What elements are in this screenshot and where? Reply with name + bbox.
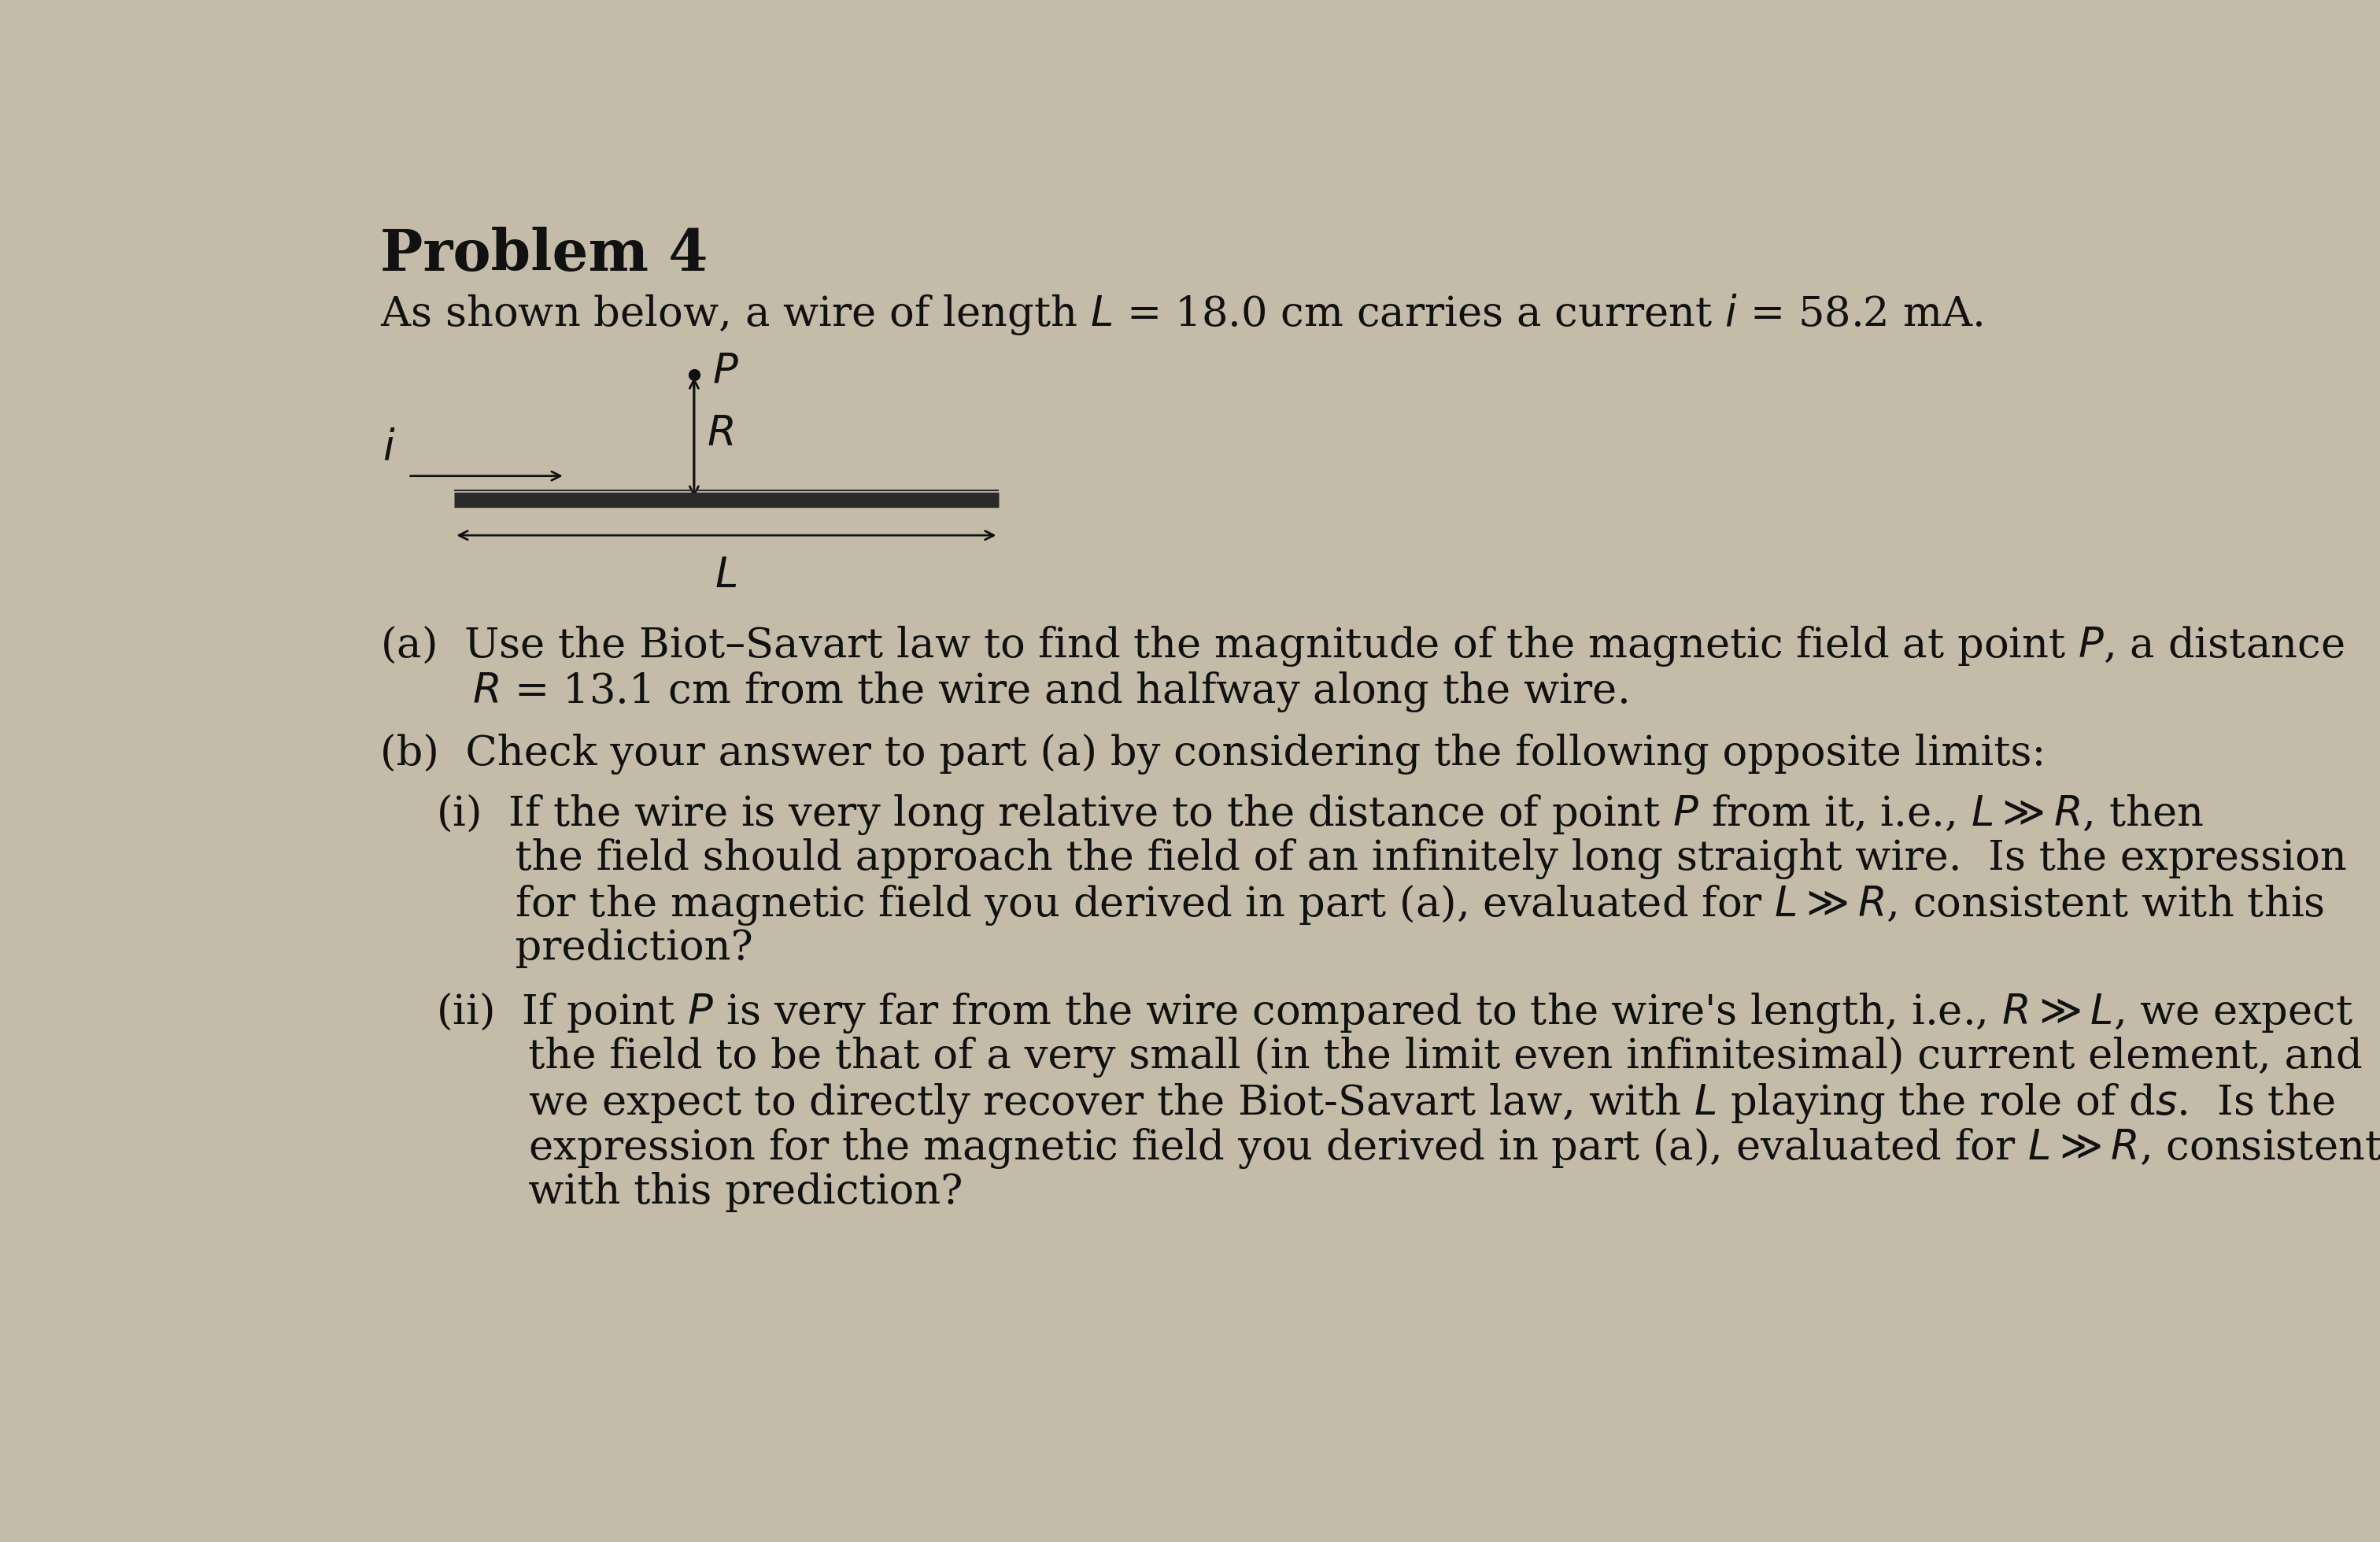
Text: $P$: $P$ [712, 353, 740, 393]
Text: with this prediction?: with this prediction? [436, 1172, 962, 1212]
Text: As shown below, a wire of length $L$ = 18.0 cm carries a current $i$ = 58.2 mA.: As shown below, a wire of length $L$ = 1… [381, 291, 1983, 336]
Text: (i)  If the wire is very long relative to the distance of point $P$ from it, i.e: (i) If the wire is very long relative to… [436, 793, 2204, 837]
Text: for the magnetic field you derived in part (a), evaluated for $L \gg R$, consist: for the magnetic field you derived in pa… [436, 884, 2325, 927]
Text: prediction?: prediction? [436, 928, 752, 968]
Text: the field to be that of a very small (in the limit even infinitesimal) current e: the field to be that of a very small (in… [436, 1036, 2363, 1078]
Text: expression for the magnetic field you derived in part (a), evaluated for $L \gg : expression for the magnetic field you de… [436, 1127, 2380, 1170]
Text: $L$: $L$ [714, 555, 735, 595]
Text: (a)  Use the Biot–Savart law to find the magnitude of the magnetic field at poin: (a) Use the Biot–Savart law to find the … [381, 625, 2344, 668]
Text: (ii)  If point $P$ is very far from the wire compared to the wire's length, i.e.: (ii) If point $P$ is very far from the w… [436, 992, 2354, 1035]
Text: $R$: $R$ [707, 415, 733, 455]
Text: $i$: $i$ [383, 427, 395, 467]
Text: Problem 4: Problem 4 [381, 227, 709, 282]
Text: (b)  Check your answer to part (a) by considering the following opposite limits:: (b) Check your answer to part (a) by con… [381, 734, 2047, 774]
Text: the field should approach the field of an infinitely long straight wire.  Is the: the field should approach the field of a… [436, 839, 2347, 879]
Text: we expect to directly recover the Biot-Savart law, with $L$ playing the role of : we expect to directly recover the Biot-S… [436, 1081, 2335, 1126]
Text: $R$ = 13.1 cm from the wire and halfway along the wire.: $R$ = 13.1 cm from the wire and halfway … [381, 669, 1628, 714]
